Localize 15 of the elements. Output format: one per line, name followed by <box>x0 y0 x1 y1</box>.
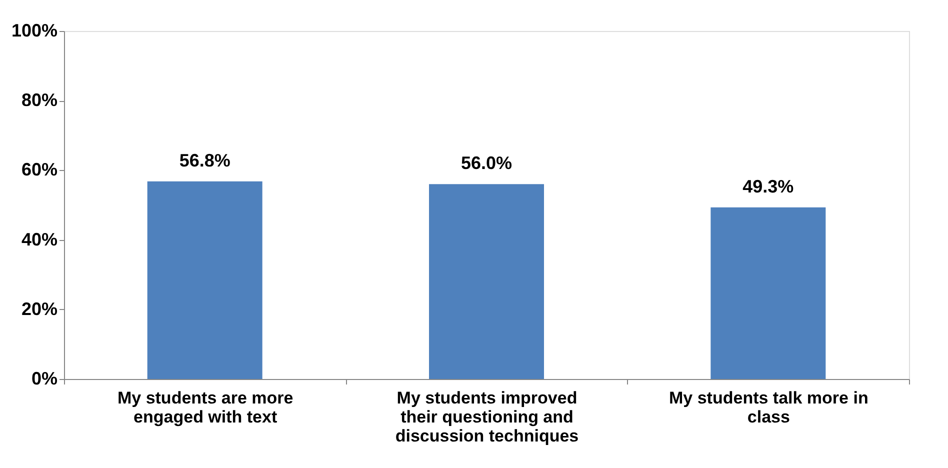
bar <box>710 207 826 379</box>
data-label: 49.3% <box>742 176 794 196</box>
y-tick-label: 80% <box>21 90 58 110</box>
x-tick-label: My students talk more in class <box>669 388 868 426</box>
data-label: 56.8% <box>179 150 230 170</box>
x-tick-label: My students improved their questioning and discussion techniques <box>395 388 579 446</box>
bar <box>147 181 262 379</box>
y-tick-label: 0% <box>31 368 58 388</box>
y-tick-label: 20% <box>21 298 58 319</box>
y-tick-label: 60% <box>21 160 58 180</box>
x-tick-label: My students are more engaged with text <box>117 388 294 426</box>
y-tick-label: 100% <box>11 20 58 40</box>
bar <box>429 184 544 379</box>
y-tick-label: 40% <box>21 229 58 250</box>
data-label: 56.0% <box>460 153 512 174</box>
